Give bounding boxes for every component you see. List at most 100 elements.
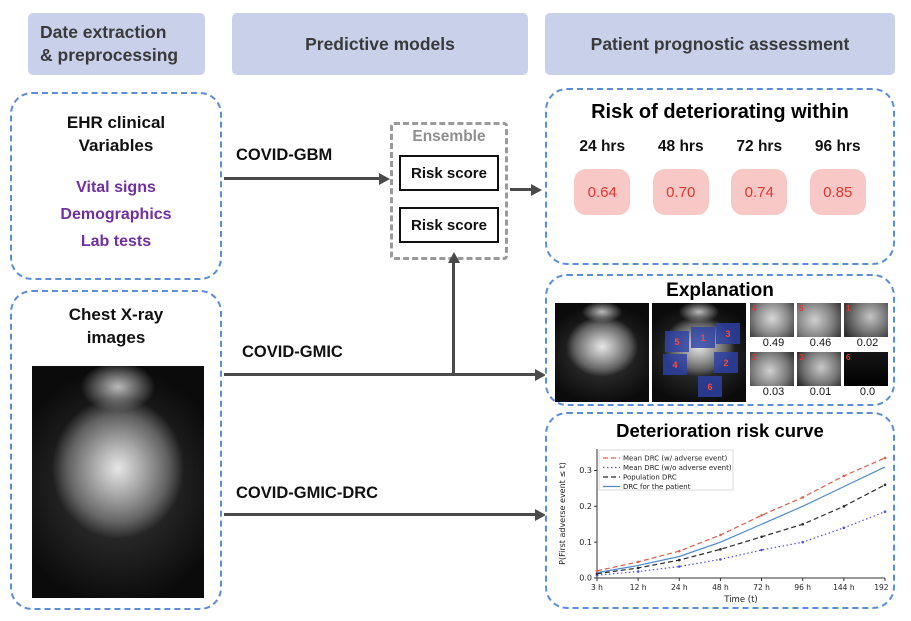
- covid-gmic-drc-label: COVID-GMIC-DRC: [236, 484, 379, 502]
- ehr-variables-panel: EHR clinical Variables Vital signs Demog…: [10, 92, 222, 280]
- crop-index: 2: [752, 353, 757, 362]
- roi-crop-grid: 4 0.49 5 0.46 1 0.02 2 0.03 3 0.01 6 0.0: [750, 303, 891, 399]
- risk-horizon-72: 72 hrs 0.74: [731, 138, 788, 215]
- risk-score-box-2: Risk score: [399, 207, 499, 243]
- roi-crop-cell: 1 0.02: [844, 303, 891, 350]
- xray-title-line1: Chest X-ray: [68, 305, 164, 324]
- crop-index: 3: [799, 353, 804, 362]
- risk-value-badge: 0.85: [809, 169, 866, 215]
- xray-panel-title: Chest X-ray images: [12, 304, 220, 350]
- arrowhead-right-icon: [531, 183, 542, 196]
- crop-score: 0.0: [859, 386, 876, 398]
- crop-index: 5: [799, 304, 804, 313]
- svg-text:0.0: 0.0: [579, 574, 592, 583]
- saliency-patch: 1: [691, 327, 715, 348]
- svg-text:144 h: 144 h: [833, 583, 855, 592]
- arrowhead-right-icon: [379, 172, 390, 185]
- svg-text:48 h: 48 h: [712, 583, 729, 592]
- saliency-patch: 4: [663, 354, 687, 375]
- svg-text:Mean DRC (w/ adverse event): Mean DRC (w/ adverse event): [623, 455, 728, 463]
- horizon-label: 48 hrs: [657, 138, 704, 155]
- crop-index: 4: [752, 304, 757, 313]
- svg-text:P(First adverse event ≤ t): P(First adverse event ≤ t): [558, 462, 567, 565]
- roi-crop-image: 3: [797, 352, 841, 386]
- roi-crop-image: 4: [750, 303, 794, 337]
- risk-panel-title: Risk of deteriorating within: [591, 101, 849, 123]
- ehr-item-list: Vital signs Demographics Lab tests: [12, 174, 220, 256]
- ehr-panel-title: EHR clinical Variables: [12, 112, 220, 158]
- arrow-xray-to-explanation: [224, 368, 546, 381]
- header-predictive-models: Predictive models: [232, 13, 528, 75]
- svg-text:0.3: 0.3: [579, 466, 592, 475]
- crop-index: 1: [846, 304, 851, 313]
- arrow-ehr-to-ensemble: [224, 172, 390, 185]
- arrowhead-right-icon: [535, 368, 546, 381]
- roi-crop-image: 2: [750, 352, 794, 386]
- svg-text:DRC for the patient: DRC for the patient: [623, 483, 691, 491]
- crop-index: 6: [846, 353, 851, 362]
- risk-score-box-1: Risk score: [399, 155, 499, 191]
- risk-value-badge: 0.74: [731, 169, 788, 215]
- roi-crop-cell: 6 0.0: [844, 352, 891, 399]
- header-data-extraction: Date extraction & preprocessing: [28, 13, 205, 75]
- saliency-patch: 2: [714, 352, 738, 373]
- risk-horizon-24: 24 hrs 0.64: [574, 138, 631, 215]
- crop-score: 0.03: [762, 386, 785, 398]
- risk-value-badge: 0.70: [652, 169, 709, 215]
- ehr-title-line1: EHR clinical: [66, 113, 166, 132]
- saliency-patch: 6: [698, 376, 722, 397]
- header-extraction-line2: & preprocessing: [40, 45, 179, 65]
- svg-text:12 h: 12 h: [630, 583, 647, 592]
- roi-crop-cell: 3 0.01: [797, 352, 844, 399]
- crop-score: 0.02: [856, 337, 879, 349]
- arrowhead-right-icon: [535, 508, 546, 521]
- roi-crop-cell: 2 0.03: [750, 352, 797, 399]
- ehr-title-line2: Variables: [78, 135, 154, 155]
- svg-text:0.2: 0.2: [579, 502, 592, 511]
- roi-crop-image: 6: [844, 352, 888, 386]
- risk-horizon-96: 96 hrs 0.85: [809, 138, 866, 215]
- header-assessment-label: Patient prognostic assessment: [590, 33, 850, 54]
- ehr-item-demographics: Demographics: [60, 206, 172, 224]
- arrow-xray-to-drc: [224, 508, 546, 521]
- roi-crop-image: 5: [797, 303, 841, 337]
- arrow-gmic-to-ensemble: [447, 252, 460, 375]
- ehr-item-vital-signs: Vital signs: [76, 179, 156, 196]
- saliency-patch: 5: [665, 331, 689, 352]
- horizon-label: 96 hrs: [814, 138, 861, 155]
- arrowhead-up-icon: [447, 252, 460, 263]
- header-extraction-line1: Date extraction: [40, 22, 167, 43]
- chest-xray-panel: Chest X-ray images: [10, 290, 222, 610]
- header-models-label: Predictive models: [305, 33, 455, 54]
- risk-deterioration-panel: Risk of deteriorating within 24 hrs 0.64…: [545, 88, 895, 265]
- arrow-ensemble-to-risk: [510, 183, 542, 196]
- svg-text:96 h: 96 h: [794, 583, 811, 592]
- header-prognostic-assessment: Patient prognostic assessment: [545, 13, 895, 75]
- risk-horizon-48: 48 hrs 0.70: [652, 138, 709, 215]
- svg-text:72 h: 72 h: [753, 583, 770, 592]
- covid-gmic-label: COVID-GMIC: [242, 343, 343, 361]
- risk-horizon-row: 24 hrs 0.64 48 hrs 0.70 72 hrs 0.74 96 h…: [563, 138, 877, 215]
- drc-panel: Deterioration risk curve 0.0 0.1 0.2 0.3 3 h…: [545, 412, 895, 609]
- svg-text:Mean DRC (w/o adverse event): Mean DRC (w/o adverse event): [623, 464, 732, 472]
- ehr-item-lab-tests: Lab tests: [80, 233, 152, 251]
- explanation-title: Explanation: [666, 280, 774, 301]
- svg-text:24 h: 24 h: [671, 583, 688, 592]
- explanation-panel: Explanation 5 1 3 4 2 6 4 0.49 5 0.46 1 …: [545, 274, 895, 406]
- horizon-label: 72 hrs: [736, 138, 783, 155]
- svg-text:0.1: 0.1: [579, 538, 592, 547]
- covid-gbm-label: COVID-GBM: [236, 146, 333, 164]
- drc-title: Deterioration risk curve: [616, 420, 824, 441]
- svg-text:Population DRC: Population DRC: [623, 474, 677, 482]
- roi-crop-cell: 4 0.49: [750, 303, 797, 350]
- drc-chart: 0.0 0.1 0.2 0.3 3 h 12 h 24 h 48 h 72 h 96 h 144 h…: [558, 449, 891, 605]
- svg-text:192 h: 192 h: [874, 583, 891, 592]
- xray-title-line2: images: [86, 327, 146, 347]
- crop-score: 0.01: [809, 386, 832, 398]
- risk-value-badge: 0.64: [574, 169, 631, 215]
- ensemble-label: Ensemble: [412, 128, 486, 145]
- chest-xray-image: [32, 366, 204, 598]
- svg-text:3 h: 3 h: [591, 583, 603, 592]
- crop-score: 0.49: [762, 337, 785, 349]
